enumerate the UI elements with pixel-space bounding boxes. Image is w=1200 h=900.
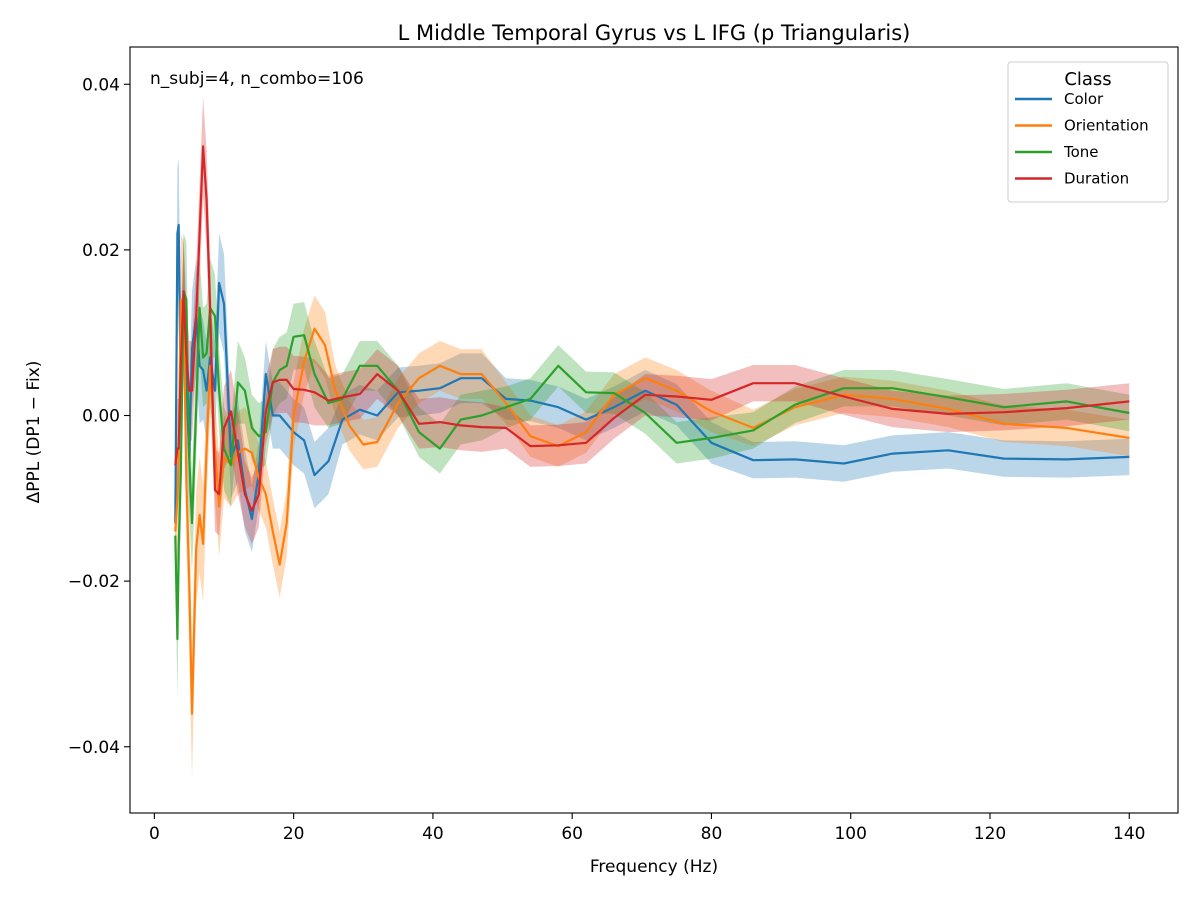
- y-axis: −0.04 −0.02 0.00 0.02 0.04: [68, 75, 130, 758]
- legend-box: [1007, 61, 1169, 203]
- y-axis-label: ΔPPL (DP1 − Fix): [24, 361, 44, 504]
- y-tick-label: −0.02: [68, 572, 120, 592]
- y-tick-label: 0.04: [82, 75, 120, 95]
- x-tick-label: 120: [974, 824, 1006, 844]
- tone-legend-label: Tone: [1063, 143, 1099, 161]
- duration-series-line: [174, 145, 1130, 512]
- x-tick-label: 20: [283, 824, 305, 844]
- duration-sem-band: [175, 96, 1130, 544]
- x-tick-label: 140: [1113, 824, 1145, 844]
- series-lines: [174, 145, 1130, 715]
- y-tick-label: −0.04: [68, 738, 120, 758]
- legend-title: Class: [1064, 69, 1111, 90]
- legend: Class Color Orientation Tone Duration: [1007, 61, 1169, 203]
- plot-frame: [129, 46, 1179, 814]
- x-tick-label: 0: [149, 824, 160, 844]
- x-axis: 0 20 40 60 80 100 120 140: [149, 813, 1145, 844]
- orientation-sem-band: [175, 233, 1130, 780]
- chart-title: L Middle Temporal Gyrus vs L IFG (p Tria…: [398, 21, 911, 45]
- tone-series-line: [174, 290, 1130, 641]
- x-tick-label: 100: [834, 824, 866, 844]
- x-axis-label: Frequency (Hz): [590, 857, 718, 877]
- x-tick-label: 40: [422, 824, 444, 844]
- x-tick-label: 60: [561, 824, 583, 844]
- sample-size-annotation: n_subj=4, n_combo=106: [150, 69, 364, 89]
- orientation-series-line: [174, 298, 1130, 715]
- x-tick-label: 80: [701, 824, 723, 844]
- orientation-legend-label: Orientation: [1064, 117, 1149, 135]
- y-tick-label: 0.00: [82, 407, 120, 427]
- color-legend-label: Color: [1064, 90, 1104, 108]
- duration-legend-label: Duration: [1064, 170, 1129, 188]
- y-tick-label: 0.02: [82, 241, 120, 261]
